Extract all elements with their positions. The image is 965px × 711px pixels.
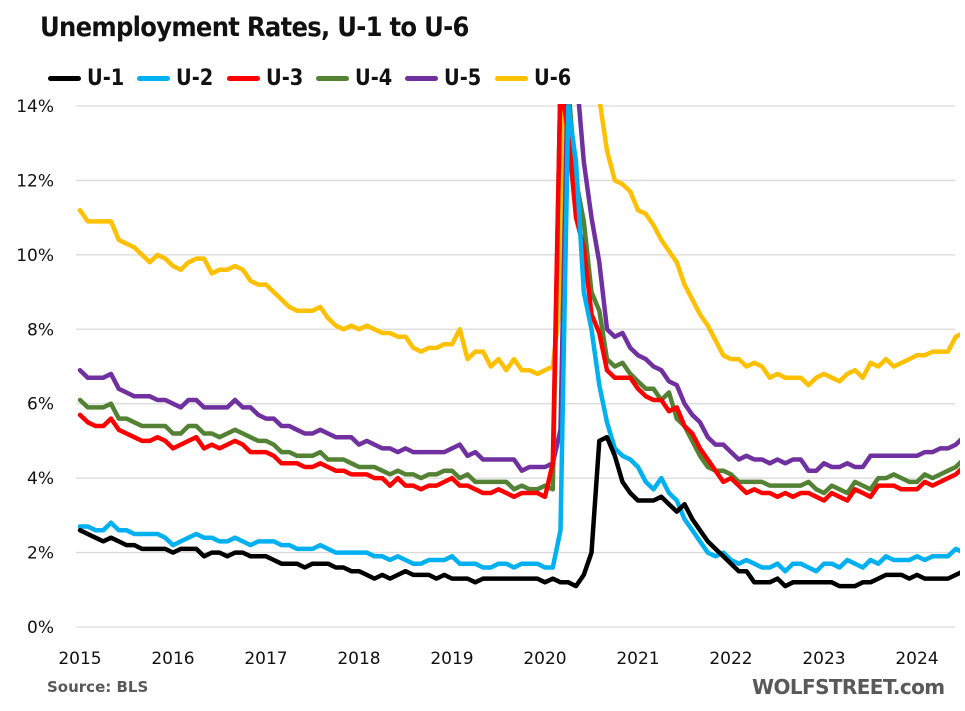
legend-swatch-u4	[315, 76, 349, 81]
y-tick-label: 2%	[27, 544, 54, 564]
x-tick-label: 2023	[802, 649, 845, 669]
legend: U-1 U-2 U-3 U-4 U-5 U-6	[48, 66, 584, 91]
legend-item-u6: U-6	[494, 66, 571, 91]
legend-item-u5: U-5	[405, 66, 482, 91]
x-tick-label: 2017	[244, 649, 287, 669]
x-tick-label: 2022	[709, 649, 752, 669]
y-tick-label: 6%	[27, 395, 54, 415]
series-line-u-3	[77, 104, 960, 503]
x-tick-label: 2020	[523, 649, 566, 669]
series-line-u-4	[77, 104, 960, 496]
y-tick-label: 14%	[16, 97, 54, 117]
source-label: Source: BLS	[47, 678, 149, 696]
legend-item-u4: U-4	[315, 66, 393, 91]
x-tick-label: 2021	[616, 649, 659, 669]
legend-swatch-u1	[48, 76, 81, 81]
legend-label-u2: U-2	[176, 66, 214, 91]
legend-swatch-u5	[405, 76, 439, 81]
x-tick-label: 2024	[895, 649, 938, 669]
legend-label-u4: U-4	[354, 66, 393, 91]
y-tick-label: 12%	[16, 171, 54, 191]
legend-item-u3: U-3	[226, 66, 303, 91]
series-lines	[77, 104, 960, 589]
chart-title: Unemployment Rates, U-1 to U-6	[40, 12, 469, 43]
legend-swatch-u2	[137, 76, 171, 81]
y-axis-tick-labels: 0% 2% 4% 6% 8% 10% 12% 14%	[16, 97, 54, 638]
watermark: WOLFSTREET.com	[752, 675, 945, 699]
legend-label-u6: U-6	[533, 66, 571, 91]
x-tick-label: 2015	[58, 649, 101, 669]
series-line-u-5	[77, 104, 960, 473]
x-axis-tick-labels: 2015 2016 2017 2018 2019 2020 2021 2022 2023 2024	[58, 649, 938, 669]
y-tick-label: 4%	[27, 469, 54, 489]
y-tick-label: 8%	[27, 320, 54, 340]
legend-swatch-u6	[494, 76, 528, 81]
x-tick-label: 2016	[151, 649, 194, 669]
legend-swatch-u3	[226, 76, 260, 81]
legend-label-u5: U-5	[444, 66, 482, 91]
x-tick-label: 2018	[337, 649, 380, 669]
gridlines	[76, 105, 955, 628]
legend-label-u3: U-3	[265, 66, 303, 91]
x-tick-label: 2019	[430, 649, 473, 669]
series-line-u-1	[77, 434, 960, 589]
series-line-u-2	[77, 104, 960, 574]
y-tick-label: 0%	[27, 618, 54, 638]
y-tick-label: 10%	[16, 246, 54, 266]
legend-label-u1: U-1	[87, 66, 125, 91]
series-line-u-6	[77, 104, 960, 388]
legend-item-u1: U-1	[48, 66, 125, 91]
legend-item-u2: U-2	[137, 66, 214, 91]
